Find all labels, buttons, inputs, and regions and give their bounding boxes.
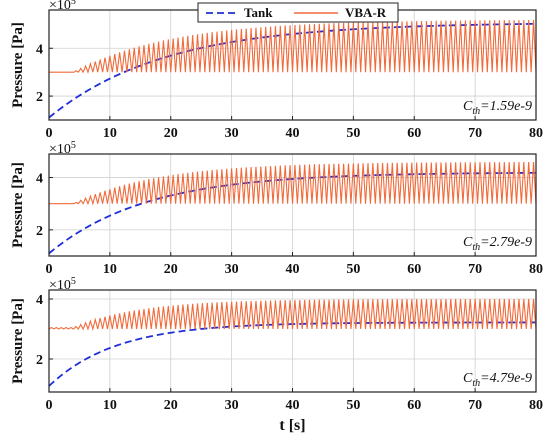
x-tick-label: 20: [164, 398, 178, 413]
cth-annotation: Cth=2.79e-9: [463, 235, 532, 253]
x-tick-label: 10: [103, 126, 117, 141]
x-tick-label: 0: [46, 398, 53, 413]
x-tick-label: 0: [46, 262, 53, 277]
x-tick-label: 30: [225, 262, 239, 277]
x-tick-label: 20: [164, 126, 178, 141]
x-tick-label: 80: [529, 398, 543, 413]
chart-panel-2: 0 10 20 30 40 50 60 70 80 2 4 ×105 Pressure [Pa] Cth=…: [10, 140, 543, 277]
x-tick-label: 50: [346, 126, 360, 141]
y-multiplier: ×105: [49, 140, 76, 157]
x-tick-label: 10: [103, 398, 117, 413]
y-tick-label: 2: [36, 90, 43, 105]
chart-panel-3: 0 10 20 30 40 50 60 70 80 2 4 ×105 Pressure [Pa] t [s…: [10, 276, 543, 434]
x-tick-label: 40: [286, 262, 300, 277]
x-tick-label: 70: [468, 262, 482, 277]
x-tick-label: 30: [225, 398, 239, 413]
series-line-vba-r: [48, 298, 537, 332]
y-tick-label: 4: [36, 293, 43, 308]
y-tick-label: 4: [36, 42, 43, 57]
x-tick-label: 60: [407, 398, 421, 413]
y-axis-label: Pressure [Pa]: [10, 298, 26, 384]
x-tick-label: 40: [286, 126, 300, 141]
y-multiplier: ×105: [49, 0, 76, 13]
cth-annotation: Cth=1.59e-9: [463, 99, 532, 117]
series-line-tank: [48, 22, 537, 119]
grid: [49, 154, 536, 256]
x-axis-label: t [s]: [279, 417, 305, 434]
x-tick-label: 80: [529, 126, 543, 141]
chart-panel-1: 0 10 20 30 40 50 60 70 80 2 4 ×105 Pressure [Pa] Cth=…: [10, 0, 543, 141]
x-tick-label: 30: [225, 126, 239, 141]
x-tick-label: 0: [46, 126, 53, 141]
legend: Tank VBA-R: [197, 2, 399, 23]
x-tick-label: 50: [346, 262, 360, 277]
y-tick-label: 4: [36, 172, 43, 187]
y-multiplier: ×105: [49, 276, 76, 293]
series-line-vba-r: [49, 20, 537, 74]
legend-label-tank: Tank: [244, 5, 273, 20]
y-axis-label: Pressure [Pa]: [10, 22, 26, 108]
x-tick-label: 20: [164, 262, 178, 277]
cth-annotation: Cth=4.79e-9: [463, 371, 532, 389]
y-tick-label: 2: [36, 353, 43, 368]
x-tick-label: 80: [529, 262, 543, 277]
y-tick-label: 2: [36, 224, 43, 239]
x-tick-label: 40: [286, 398, 300, 413]
x-tick-label: 60: [407, 262, 421, 277]
x-tick-label: 60: [407, 126, 421, 141]
x-tick-label: 70: [468, 398, 482, 413]
legend-label-vba-r: VBA-R: [345, 5, 387, 20]
series-line-vba-r: [49, 162, 537, 206]
x-tick-label: 10: [103, 262, 117, 277]
x-tick-label: 50: [346, 398, 360, 413]
x-tick-label: 70: [468, 126, 482, 141]
y-axis-label: Pressure [Pa]: [10, 162, 26, 248]
